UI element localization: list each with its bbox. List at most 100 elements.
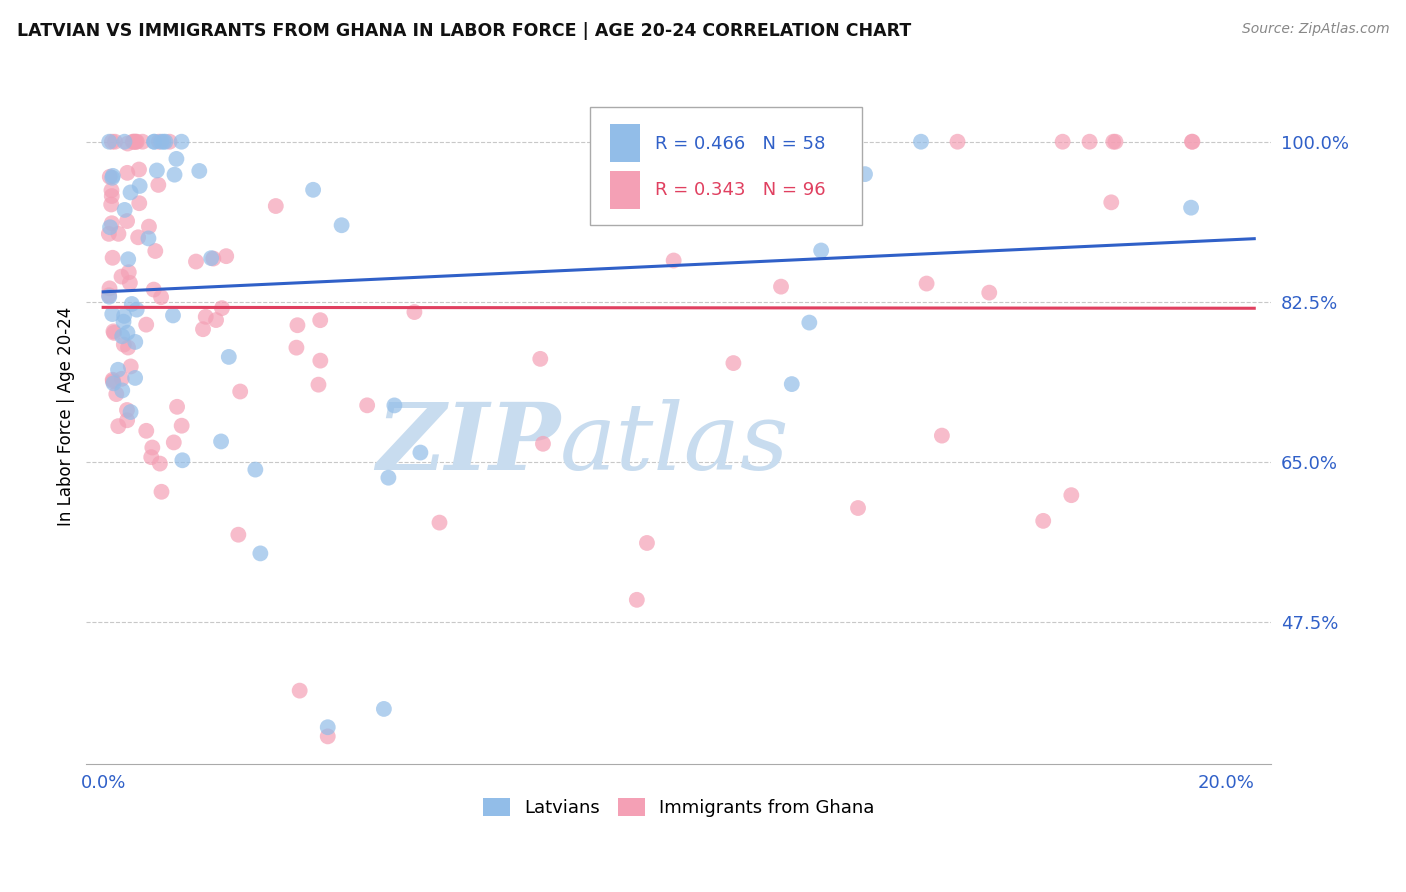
- Point: [112, 337, 135, 351]
- Point: [170, 418, 193, 433]
- Point: [287, 318, 309, 333]
- Point: [1102, 135, 1125, 149]
- Point: [853, 167, 876, 181]
- Point: [107, 227, 129, 241]
- Point: [98, 288, 121, 302]
- Point: [165, 152, 187, 166]
- Point: [228, 527, 250, 541]
- Point: [170, 135, 193, 149]
- Point: [404, 305, 426, 319]
- Point: [946, 135, 969, 149]
- Point: [138, 219, 160, 234]
- Point: [166, 400, 188, 414]
- Point: [98, 290, 121, 304]
- Point: [1060, 488, 1083, 502]
- Point: [98, 281, 121, 295]
- Text: R = 0.466   N = 58: R = 0.466 N = 58: [655, 135, 825, 153]
- Point: [150, 135, 173, 149]
- Point: [409, 445, 432, 459]
- Point: [202, 252, 225, 266]
- Point: [159, 135, 181, 149]
- Point: [728, 135, 751, 149]
- Point: [128, 178, 150, 193]
- Point: [245, 462, 267, 476]
- Point: [264, 199, 287, 213]
- Point: [112, 315, 135, 329]
- Point: [1181, 135, 1204, 149]
- Point: [636, 536, 658, 550]
- Point: [101, 251, 124, 265]
- Point: [112, 309, 135, 323]
- Point: [118, 276, 141, 290]
- Point: [125, 302, 148, 317]
- Point: [141, 450, 163, 465]
- Point: [98, 135, 121, 149]
- Point: [103, 376, 125, 391]
- Point: [117, 326, 139, 340]
- Point: [211, 301, 233, 315]
- Point: [205, 313, 228, 327]
- Point: [97, 227, 120, 241]
- Point: [626, 592, 648, 607]
- Point: [229, 384, 252, 399]
- Point: [148, 135, 170, 149]
- Point: [846, 501, 869, 516]
- Point: [1180, 201, 1202, 215]
- Point: [122, 135, 145, 149]
- Point: [780, 377, 803, 392]
- Point: [128, 196, 150, 211]
- Text: LATVIAN VS IMMIGRANTS FROM GHANA IN LABOR FORCE | AGE 20-24 CORRELATION CHART: LATVIAN VS IMMIGRANTS FROM GHANA IN LABO…: [17, 22, 911, 40]
- Point: [377, 471, 399, 485]
- Bar: [610, 170, 640, 209]
- Point: [249, 546, 271, 560]
- FancyBboxPatch shape: [591, 107, 862, 225]
- Point: [194, 310, 217, 324]
- Point: [142, 283, 165, 297]
- Point: [101, 307, 124, 321]
- Point: [125, 135, 148, 149]
- Point: [115, 214, 138, 228]
- Point: [797, 135, 820, 149]
- Point: [529, 351, 551, 366]
- Point: [146, 163, 169, 178]
- Point: [163, 168, 186, 182]
- Point: [215, 249, 238, 263]
- Point: [107, 363, 129, 377]
- Point: [429, 516, 451, 530]
- Point: [150, 484, 173, 499]
- Point: [910, 135, 932, 149]
- Point: [188, 164, 211, 178]
- Point: [288, 683, 311, 698]
- Point: [155, 135, 177, 149]
- Point: [117, 136, 139, 151]
- Point: [531, 437, 554, 451]
- Point: [115, 403, 138, 417]
- Point: [124, 135, 146, 149]
- Point: [121, 135, 143, 149]
- Point: [1099, 195, 1122, 210]
- Point: [162, 309, 184, 323]
- Point: [101, 135, 124, 149]
- Point: [218, 350, 240, 364]
- Point: [111, 329, 134, 343]
- Point: [1032, 514, 1054, 528]
- Point: [103, 326, 125, 340]
- Point: [98, 169, 121, 184]
- Point: [373, 702, 395, 716]
- Point: [191, 322, 214, 336]
- Point: [200, 251, 222, 265]
- Point: [124, 371, 146, 385]
- Point: [143, 135, 166, 149]
- Point: [120, 186, 142, 200]
- Point: [769, 279, 792, 293]
- Point: [101, 189, 124, 203]
- Point: [810, 244, 832, 258]
- Point: [931, 428, 953, 442]
- Point: [799, 316, 821, 330]
- Point: [98, 220, 121, 235]
- Legend: Latvians, Immigrants from Ghana: Latvians, Immigrants from Ghana: [475, 791, 882, 824]
- Point: [104, 135, 127, 149]
- Point: [117, 341, 139, 355]
- Point: [117, 166, 139, 180]
- Point: [124, 334, 146, 349]
